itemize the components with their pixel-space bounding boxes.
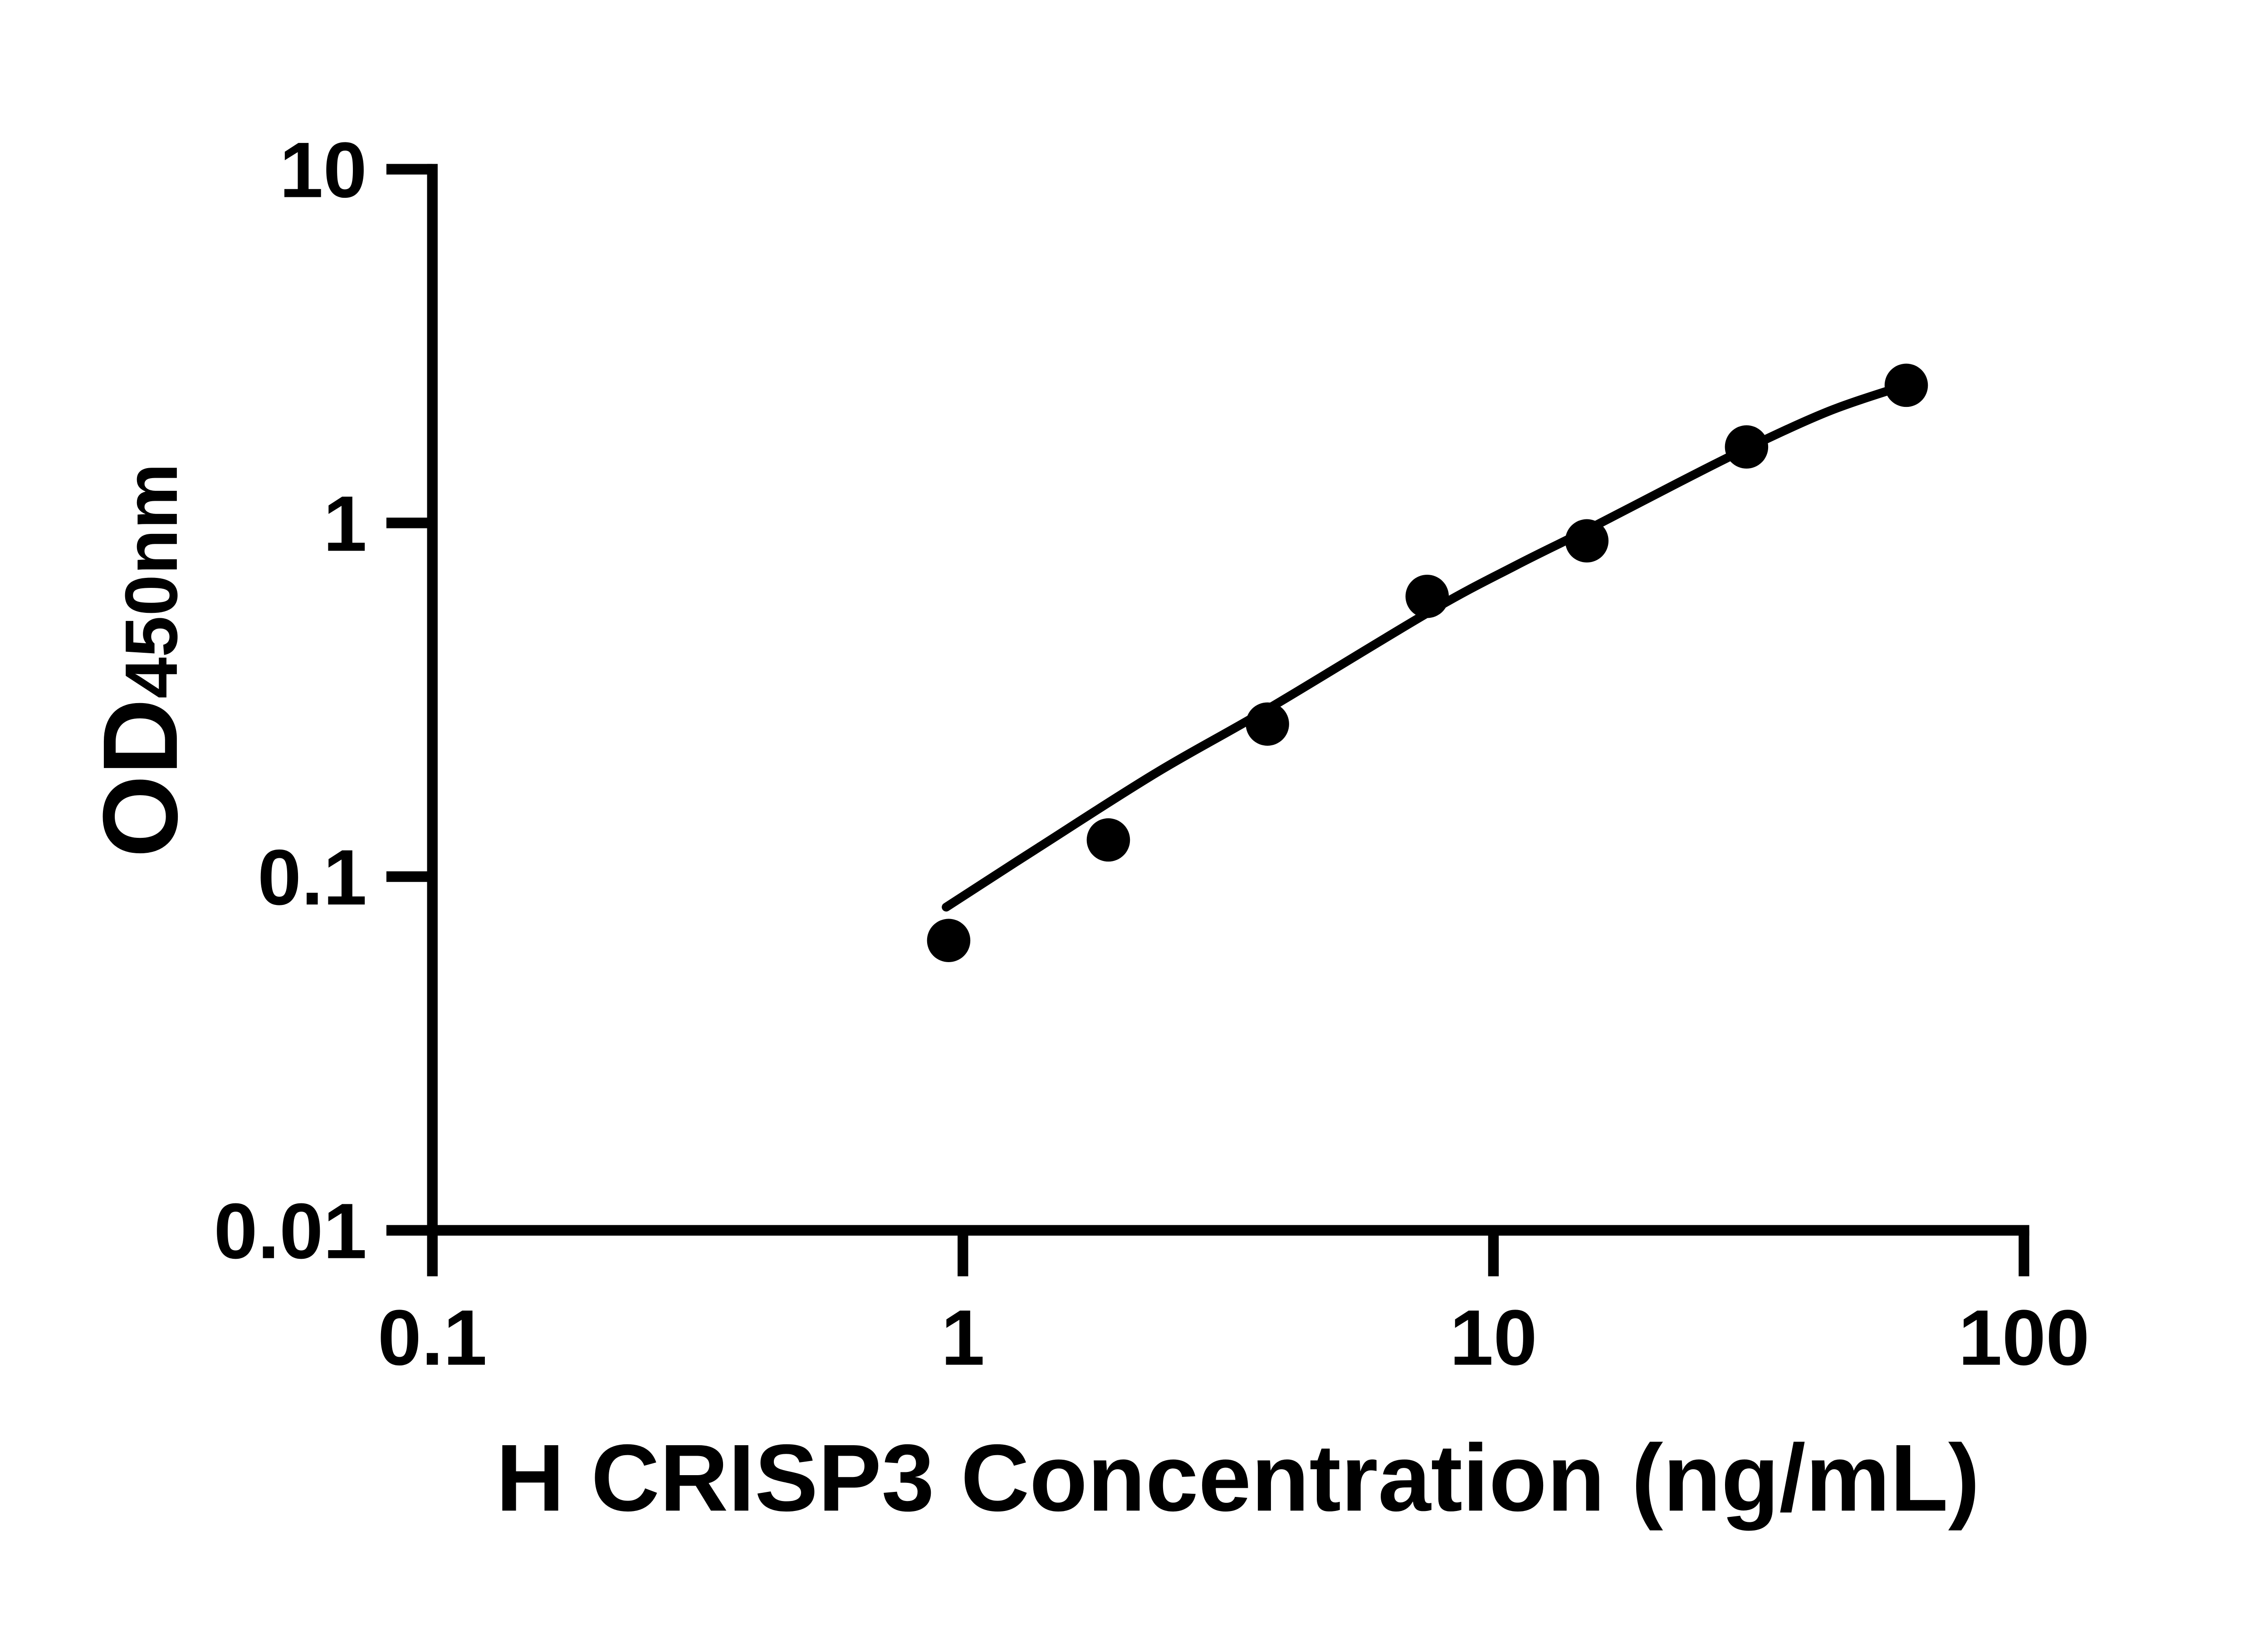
data-point-marker [1884,363,1928,407]
y-tick-label: 0.1 [258,833,367,921]
x-tick-label: 100 [1958,1294,2089,1382]
axes [427,164,2029,1236]
y-axis-title-subscript: 450nm [110,463,193,699]
x-axis-title: H CRISP3 Concentration (ng/mL) [496,1425,1980,1531]
data-points [927,363,1928,963]
data-point-marker [1086,818,1130,862]
data-point-marker [1246,702,1289,746]
data-point-marker [1405,574,1449,618]
y-tick-label: 1 [323,479,367,567]
data-point-marker [927,919,971,963]
x-tick-label: 0.1 [378,1294,487,1382]
axis-ticks [386,164,2029,1276]
data-point-marker [1565,519,1609,563]
data-point-marker [1725,425,1769,469]
x-tick-label: 10 [1450,1294,1537,1382]
y-axis-title: OD450nm [81,463,200,858]
x-tick-label: 1 [941,1294,985,1382]
y-tick-label: 0.01 [214,1187,367,1275]
y-tick-label: 10 [279,126,367,214]
y-axis-title-main: OD [81,699,200,858]
